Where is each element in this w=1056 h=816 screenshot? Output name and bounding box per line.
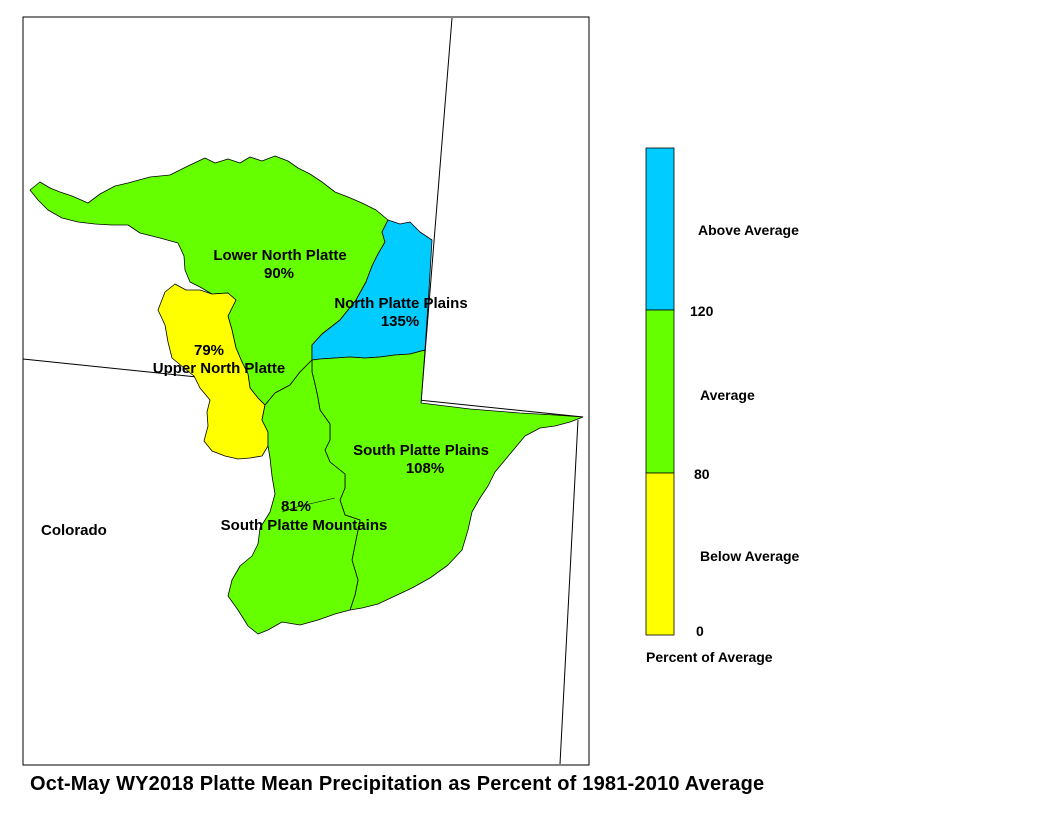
region-labels: Lower North Platte 90% North Platte Plai…	[41, 247, 489, 539]
label-lower-north-platte-value: 90%	[264, 265, 294, 282]
label-south-platte-mountains-name: South Platte Mountains	[221, 517, 388, 534]
legend-break-0: 0	[696, 623, 704, 639]
basins	[29, 155, 584, 635]
legend-swatch-below	[645, 472, 675, 636]
state-label-colorado: Colorado	[41, 522, 107, 539]
wyoming-nebraska-border	[420, 17, 453, 404]
label-upper-north-platte-name: Upper North Platte	[153, 360, 286, 377]
legend-title: Percent of Average	[646, 649, 773, 665]
colorado-east-border	[559, 419, 579, 765]
stream-line	[281, 497, 336, 513]
label-north-platte-plains-name: North Platte Plains	[334, 295, 467, 312]
label-south-platte-plains-value: 108%	[406, 460, 444, 477]
label-south-platte-plains-name: South Platte Plains	[353, 442, 489, 459]
label-north-platte-plains-value: 135%	[381, 313, 419, 330]
legend-label-above: Above Average	[698, 222, 799, 238]
basin-south-platte-mountains[interactable]	[227, 359, 361, 635]
legend-swatch-above	[645, 147, 675, 311]
label-south-platte-mountains-value: 81%	[281, 498, 311, 515]
label-upper-north-platte-value: 79%	[194, 342, 224, 359]
legend-break-120: 120	[690, 303, 714, 319]
legend-swatch-average	[645, 309, 675, 474]
legend: Above Average 120 Average 80 Below Avera…	[645, 147, 800, 665]
legend-label-below: Below Average	[700, 548, 800, 564]
legend-label-average: Average	[700, 387, 755, 403]
figure-title: Oct-May WY2018 Platte Mean Precipitation…	[30, 773, 765, 795]
label-lower-north-platte-name: Lower North Platte	[213, 247, 346, 264]
legend-break-80: 80	[694, 466, 710, 482]
